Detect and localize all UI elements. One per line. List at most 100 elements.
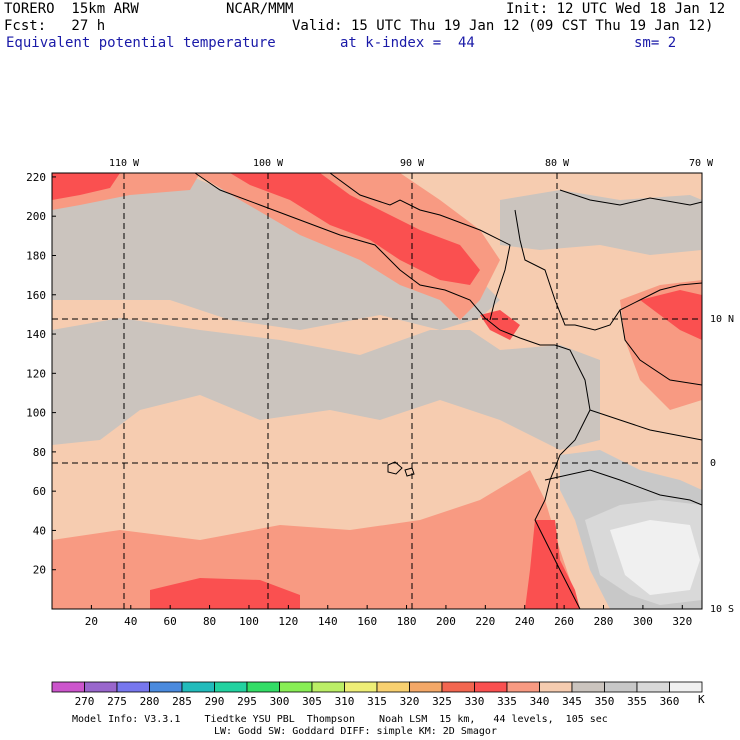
- y-tick-label-220: 220: [26, 171, 46, 184]
- map-figure: 20 40 60 80 100 120 140 160 180 200 220 240 260 280 30…: [26, 158, 734, 628]
- x-tick-label-120: 120: [278, 615, 298, 628]
- colorbar: 270 275 280 285 290 295 300 305 310 315 320 325 330 3…: [51, 681, 705, 708]
- field-band-360-south: [610, 520, 700, 595]
- colorbar-box-13: [474, 681, 508, 693]
- y-axis: 20 40 60 80 100 120 140 160 180 200 220: [26, 171, 56, 577]
- colorbar-label-340: 340: [530, 695, 550, 708]
- map-field: [52, 173, 702, 609]
- lon-label-90w: 90 W: [400, 158, 425, 169]
- colorbar-box-4: [181, 681, 215, 693]
- x-tick-label-140: 140: [318, 615, 338, 628]
- model-info-line2: LW: Godd SW: Goddard DIFF: simple KM: 2D…: [214, 726, 497, 737]
- colorbar-label-305: 305: [302, 695, 322, 708]
- init-time: Init: 12 UTC Wed 18 Jan 12: [506, 1, 726, 17]
- field-band-345-east: [500, 190, 702, 255]
- x-tick-label-240: 240: [515, 615, 535, 628]
- colorbar-box-0: [51, 681, 85, 693]
- colorbar-box-2: [116, 681, 150, 693]
- x-tick-label-20: 20: [85, 615, 98, 628]
- coast-cuba: [559, 189, 703, 206]
- y-tick-label-20: 20: [33, 564, 46, 577]
- y-tick-label-100: 100: [26, 407, 46, 420]
- colorbar-label-285: 285: [172, 695, 192, 708]
- lat-label-10n: 10 N: [710, 314, 734, 325]
- y-tick-label-120: 120: [26, 367, 46, 380]
- field-band-330-south1: [150, 578, 300, 609]
- colorbar-box-8: [311, 681, 345, 693]
- y-tick-label-80: 80: [33, 446, 46, 459]
- colorbar-box-7: [279, 681, 313, 693]
- coast-south-america-west: [534, 344, 591, 610]
- lon-label-70w: 70 W: [689, 158, 714, 169]
- forecast-hour: Fcst: 27 h: [4, 18, 106, 34]
- coast-gulf: [329, 172, 511, 321]
- colorbar-label-270: 270: [75, 695, 95, 708]
- colorbar-label-330: 330: [465, 695, 485, 708]
- field-band-345-north: [52, 178, 500, 330]
- model-name: TORERO 15km ARW: [4, 1, 139, 17]
- colorbar-box-15: [539, 681, 573, 693]
- lon-label-110w: 110 W: [109, 158, 140, 169]
- valid-time: Valid: 15 UTC Thu 19 Jan 12 (09 CST Thu …: [292, 18, 714, 34]
- colorbar-box-6: [246, 681, 280, 693]
- center-name: NCAR/MMM: [226, 1, 294, 17]
- smoothing-label: sm= 2: [634, 35, 677, 51]
- colorbar-label-345: 345: [562, 695, 582, 708]
- border-venezuela: [619, 309, 703, 386]
- field-title: Equivalent potential temperature: [6, 35, 276, 51]
- colorbar-box-1: [84, 681, 118, 693]
- y-tick-label-160: 160: [26, 289, 46, 302]
- colorbar-box-16: [571, 681, 605, 693]
- level-label: at k-index = 44: [340, 35, 475, 51]
- colorbar-box-5: [214, 681, 248, 693]
- colorbar-label-310: 310: [335, 695, 355, 708]
- colorbar-label-275: 275: [107, 695, 127, 708]
- colorbar-box-10: [376, 681, 410, 693]
- colorbar-box-19: [669, 681, 703, 693]
- y-tick-label-60: 60: [33, 485, 46, 498]
- x-tick-label-300: 300: [633, 615, 653, 628]
- x-tick-label-40: 40: [124, 615, 137, 628]
- colorbar-box-14: [506, 681, 540, 693]
- y-tick-label-200: 200: [26, 210, 46, 223]
- colorbar-unit: K: [698, 693, 705, 706]
- x-tick-label-220: 220: [475, 615, 495, 628]
- lon-label-80w: 80 W: [545, 158, 570, 169]
- coast-mexico-pacific: [194, 172, 555, 346]
- field-band-330-costarica: [480, 310, 520, 340]
- coast-caribbean: [514, 209, 703, 331]
- x-tick-label-80: 80: [203, 615, 216, 628]
- lat-label-0: 0: [710, 458, 716, 469]
- border-ecuador-peru: [544, 469, 703, 506]
- colorbar-labels: 270 275 280 285 290 295 300 305 310 315 320 325 330 3…: [75, 695, 680, 708]
- colorbar-label-355: 355: [627, 695, 647, 708]
- colorbar-box-18: [636, 681, 670, 693]
- x-tick-label-280: 280: [594, 615, 614, 628]
- colorbar-label-280: 280: [140, 695, 160, 708]
- x-tick-label-200: 200: [436, 615, 456, 628]
- field-band-330-venezuela: [640, 290, 702, 340]
- colorbar-box-3: [149, 681, 183, 693]
- colorbar-label-335: 335: [497, 695, 517, 708]
- border-colombia: [589, 409, 703, 441]
- x-axis: 20 40 60 80 100 120 140 160 180 200 220 240 260 280 30…: [85, 605, 692, 628]
- colorbar-box-11: [409, 681, 443, 693]
- colorbar-box-17: [604, 681, 638, 693]
- colorbar-label-320: 320: [400, 695, 420, 708]
- field-band-335-southcoast: [52, 470, 580, 609]
- y-tick-label-40: 40: [33, 524, 46, 537]
- colorbar-label-325: 325: [432, 695, 452, 708]
- field-band-330-peru: [525, 520, 580, 609]
- field-band-330-guatemala: [230, 173, 480, 285]
- colorbar-box-9: [344, 681, 378, 693]
- field-band-330-nw: [52, 173, 120, 200]
- x-tick-label-160: 160: [357, 615, 377, 628]
- y-tick-label-140: 140: [26, 328, 46, 341]
- lat-label-10s: 10 S: [710, 604, 734, 615]
- x-tick-label-100: 100: [239, 615, 259, 628]
- colorbar-label-290: 290: [205, 695, 225, 708]
- lon-label-100w: 100 W: [253, 158, 284, 169]
- field-band-345-mid: [52, 318, 600, 450]
- map-frame: [51, 172, 703, 610]
- x-tick-label-320: 320: [672, 615, 692, 628]
